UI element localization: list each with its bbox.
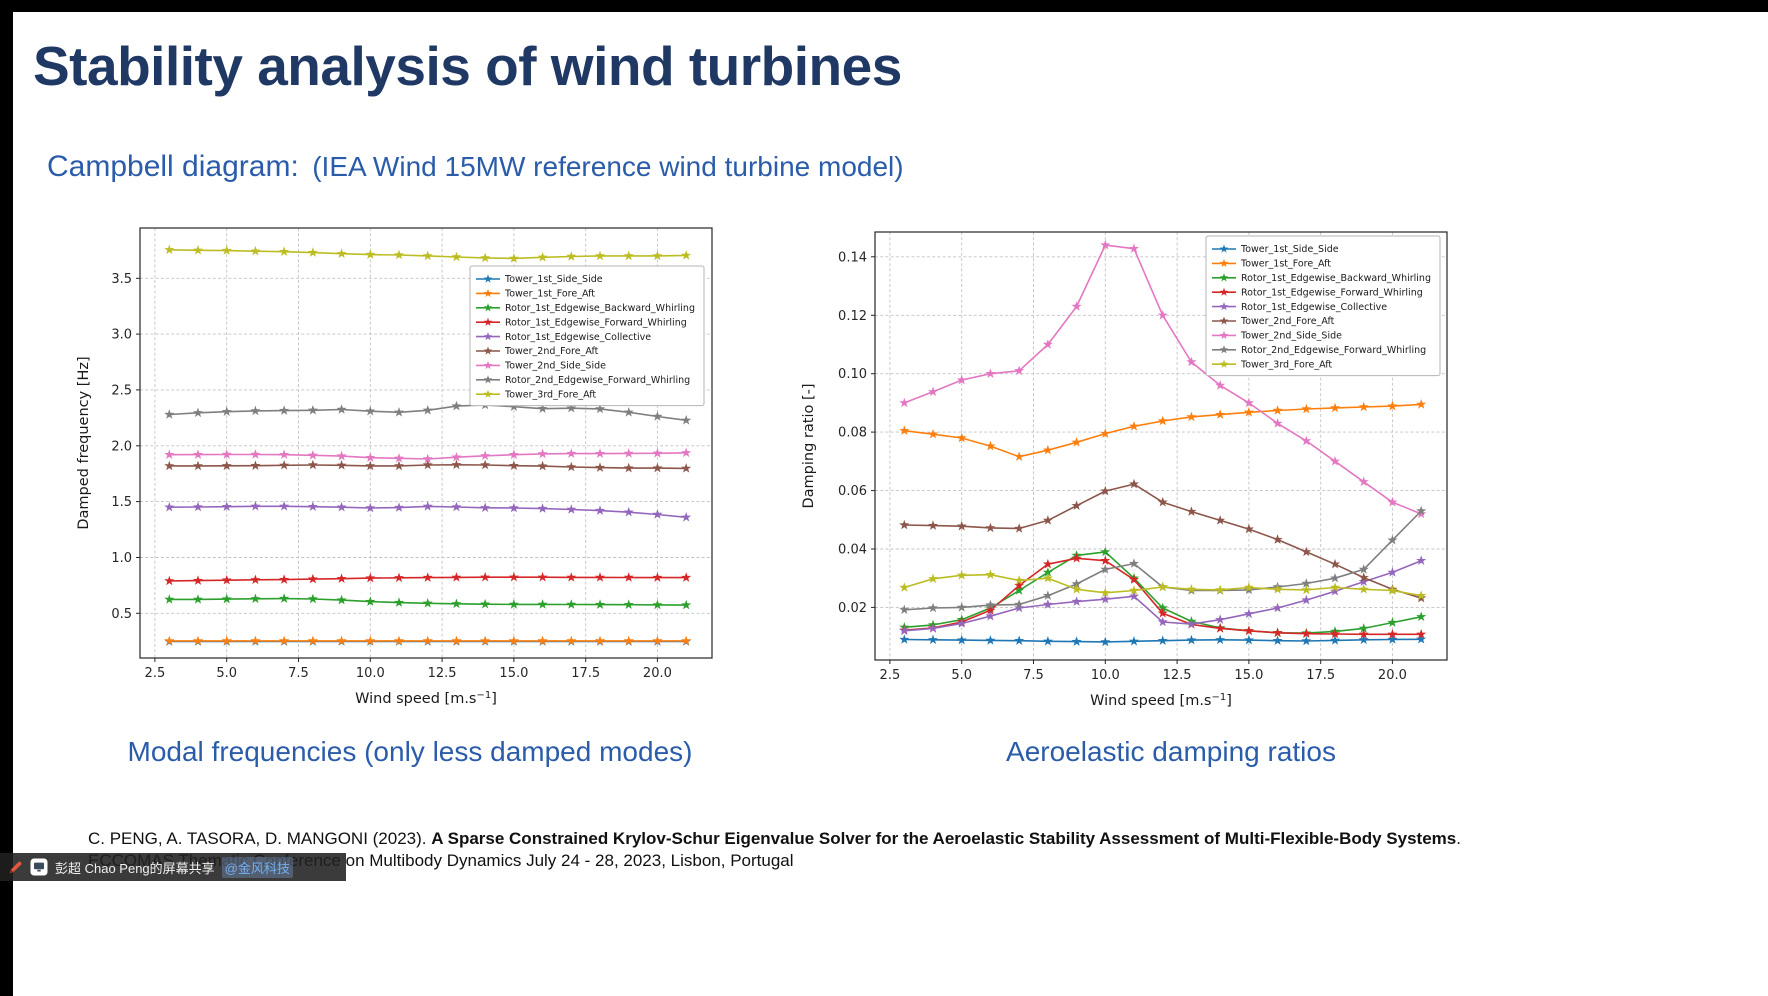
damping-chart-caption: Aeroelastic damping ratios bbox=[1006, 736, 1336, 767]
svg-text:Damping ratio [-]: Damping ratio [-] bbox=[801, 384, 817, 509]
svg-text:20.0: 20.0 bbox=[643, 666, 672, 681]
svg-text:15.0: 15.0 bbox=[1234, 668, 1263, 683]
svg-text:15.0: 15.0 bbox=[499, 666, 528, 681]
svg-text:5.0: 5.0 bbox=[216, 666, 237, 681]
svg-text:3.5: 3.5 bbox=[111, 272, 132, 287]
svg-text:17.5: 17.5 bbox=[1306, 668, 1335, 683]
damping-chart: 2.5 5.0 7.5 10.0 12.5 15.0 17.5 20.0 0.02 0.04 0.0… bbox=[801, 231, 1448, 709]
mention-link[interactable]: @金风科技 bbox=[221, 856, 293, 878]
screen-share-app-icon[interactable] bbox=[30, 858, 48, 876]
svg-text:2.0: 2.0 bbox=[111, 439, 132, 454]
svg-text:0.10: 0.10 bbox=[838, 367, 867, 382]
svg-text:Tower_2nd_Side_Side: Tower_2nd_Side_Side bbox=[1240, 331, 1342, 342]
citation-paper-title: A Sparse Constrained Krylov-Schur Eigenv… bbox=[431, 829, 1457, 848]
svg-text:Tower_3rd_Fore_Aft: Tower_3rd_Fore_Aft bbox=[504, 389, 596, 400]
svg-text:Damped frequency [Hz]: Damped frequency [Hz] bbox=[76, 356, 92, 529]
svg-text:Rotor_1st_Edgewise_Collective: Rotor_1st_Edgewise_Collective bbox=[1241, 302, 1387, 313]
svg-text:10.0: 10.0 bbox=[1091, 668, 1120, 683]
svg-text:0.5: 0.5 bbox=[111, 607, 132, 622]
svg-text:1.5: 1.5 bbox=[111, 495, 132, 510]
subtitle-detail: (IEA Wind 15MW reference wind turbine mo… bbox=[312, 151, 904, 182]
slide-title: Stability analysis of wind turbines bbox=[33, 35, 902, 97]
frequency-chart: 2.5 5.0 7.5 10.0 12.5 15.0 17.5 20.0 0.5 1.0 1.5 2.… bbox=[76, 227, 713, 707]
svg-text:7.5: 7.5 bbox=[288, 666, 309, 681]
citation-authors: C. PENG, A. TASORA, D. MANGONI (2023). bbox=[88, 829, 432, 848]
subtitle-main: Campbell diagram: bbox=[47, 150, 299, 183]
svg-text:0.12: 0.12 bbox=[838, 309, 867, 324]
annotation-pen-icon[interactable] bbox=[8, 860, 23, 875]
svg-text:Rotor_1st_Edgewise_Backward_Wh: Rotor_1st_Edgewise_Backward_Whirling bbox=[505, 303, 695, 314]
svg-text:3.0: 3.0 bbox=[111, 328, 132, 343]
svg-text:10.0: 10.0 bbox=[356, 666, 385, 681]
svg-text:0.04: 0.04 bbox=[838, 543, 867, 558]
svg-text:Tower_3rd_Fore_Aft: Tower_3rd_Fore_Aft bbox=[1240, 359, 1332, 370]
svg-text:2.5: 2.5 bbox=[880, 668, 901, 683]
svg-text:Rotor_1st_Edgewise_Collective: Rotor_1st_Edgewise_Collective bbox=[505, 332, 651, 343]
svg-text:0.14: 0.14 bbox=[838, 250, 867, 265]
svg-text:1.0: 1.0 bbox=[111, 551, 132, 566]
svg-text:12.5: 12.5 bbox=[428, 666, 457, 681]
svg-text:2.5: 2.5 bbox=[145, 666, 166, 681]
svg-text:Wind speed [m.s−1]: Wind speed [m.s−1] bbox=[1090, 692, 1232, 709]
svg-text:0.08: 0.08 bbox=[838, 426, 867, 441]
svg-text:0.02: 0.02 bbox=[838, 601, 867, 616]
frequency-chart-caption: Modal frequencies (only less damped mode… bbox=[127, 736, 693, 767]
svg-text:Rotor_2nd_Edgewise_Forward_Whi: Rotor_2nd_Edgewise_Forward_Whirling bbox=[505, 375, 690, 386]
svg-text:20.0: 20.0 bbox=[1378, 668, 1407, 683]
slide-subtitle: Campbell diagram: (IEA Wind 15MW referen… bbox=[47, 150, 904, 184]
svg-text:7.5: 7.5 bbox=[1023, 668, 1044, 683]
svg-text:Wind speed [m.s−1]: Wind speed [m.s−1] bbox=[355, 690, 497, 707]
svg-text:12.5: 12.5 bbox=[1163, 668, 1192, 683]
svg-text:Tower_1st_Side_Side: Tower_1st_Side_Side bbox=[504, 274, 603, 285]
svg-text:Rotor_1st_Edgewise_Backward_Wh: Rotor_1st_Edgewise_Backward_Whirling bbox=[1241, 273, 1431, 284]
svg-text:Tower_1st_Side_Side: Tower_1st_Side_Side bbox=[1240, 244, 1339, 255]
svg-text:2.5: 2.5 bbox=[111, 383, 132, 398]
svg-text:Rotor_1st_Edgewise_Forward_Whi: Rotor_1st_Edgewise_Forward_Whirling bbox=[505, 317, 687, 328]
screen-share-text: 彭超 Chao Peng的屏幕共享 bbox=[55, 860, 215, 876]
svg-text:Tower_2nd_Side_Side: Tower_2nd_Side_Side bbox=[504, 361, 606, 372]
svg-text:0.06: 0.06 bbox=[838, 484, 867, 499]
svg-text:Rotor_1st_Edgewise_Forward_Whi: Rotor_1st_Edgewise_Forward_Whirling bbox=[1241, 287, 1423, 298]
svg-text:Tower_2nd_Fore_Aft: Tower_2nd_Fore_Aft bbox=[1240, 316, 1335, 327]
svg-text:Tower_1st_Fore_Aft: Tower_1st_Fore_Aft bbox=[504, 289, 595, 300]
screen-share-banner: 彭超 Chao Peng的屏幕共享 @金风科技 bbox=[0, 853, 346, 881]
svg-text:Rotor_2nd_Edgewise_Forward_Whi: Rotor_2nd_Edgewise_Forward_Whirling bbox=[1241, 345, 1426, 356]
letterbox-top bbox=[0, 0, 1768, 12]
svg-text:5.0: 5.0 bbox=[951, 668, 972, 683]
svg-text:Tower_1st_Fore_Aft: Tower_1st_Fore_Aft bbox=[1240, 259, 1331, 270]
svg-text:Tower_2nd_Fore_Aft: Tower_2nd_Fore_Aft bbox=[504, 346, 599, 357]
letterbox-left bbox=[0, 0, 13, 996]
svg-text:17.5: 17.5 bbox=[571, 666, 600, 681]
